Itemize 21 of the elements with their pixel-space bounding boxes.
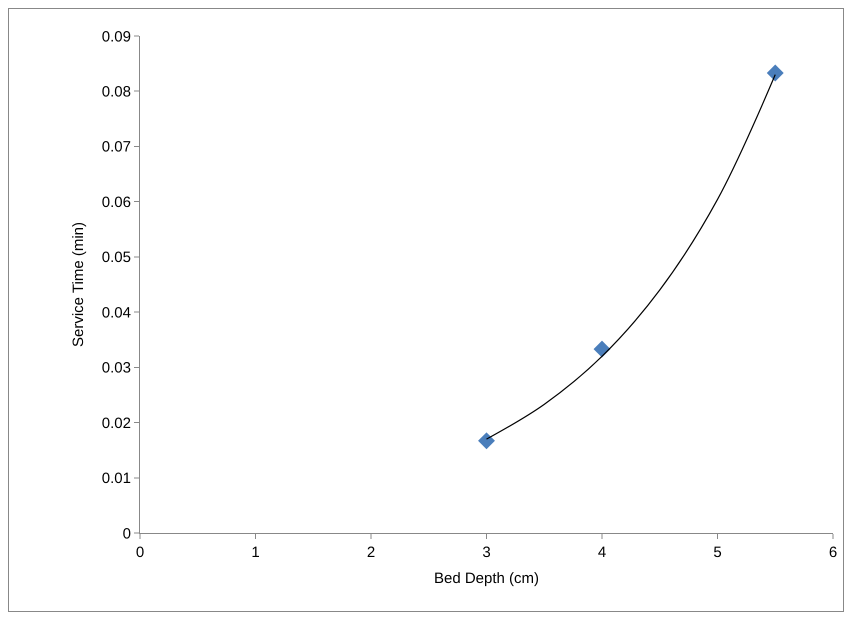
x-tick-label: 6	[828, 544, 838, 561]
x-tick-label: 0	[136, 544, 144, 561]
y-tick-label: 0.03	[102, 360, 131, 377]
y-tick-label: 0.09	[102, 28, 131, 46]
x-axis-title: Bed Depth (cm)	[434, 570, 540, 587]
point	[478, 432, 495, 450]
x-tick-label: 3	[482, 544, 491, 561]
y-tick-label: 0.02	[102, 414, 131, 432]
point	[766, 64, 784, 82]
x-tick-label: 4	[598, 544, 606, 561]
y-tick-label: 0.04	[102, 304, 131, 322]
y-tick-label: 0.07	[102, 138, 131, 156]
y-axis-title: Service Time (min)	[70, 222, 88, 348]
x-tick-label: 1	[251, 544, 260, 561]
y-tick-label: 0.06	[102, 194, 131, 211]
x-tick-label: 5	[713, 544, 722, 561]
y-tick-label: 0.08	[102, 83, 131, 100]
y-tick-label: 0.01	[102, 470, 131, 488]
x-tick-label: 2	[366, 544, 376, 561]
y-tick-label: 0	[122, 525, 131, 542]
y-tick-label: 0.05	[102, 249, 131, 266]
